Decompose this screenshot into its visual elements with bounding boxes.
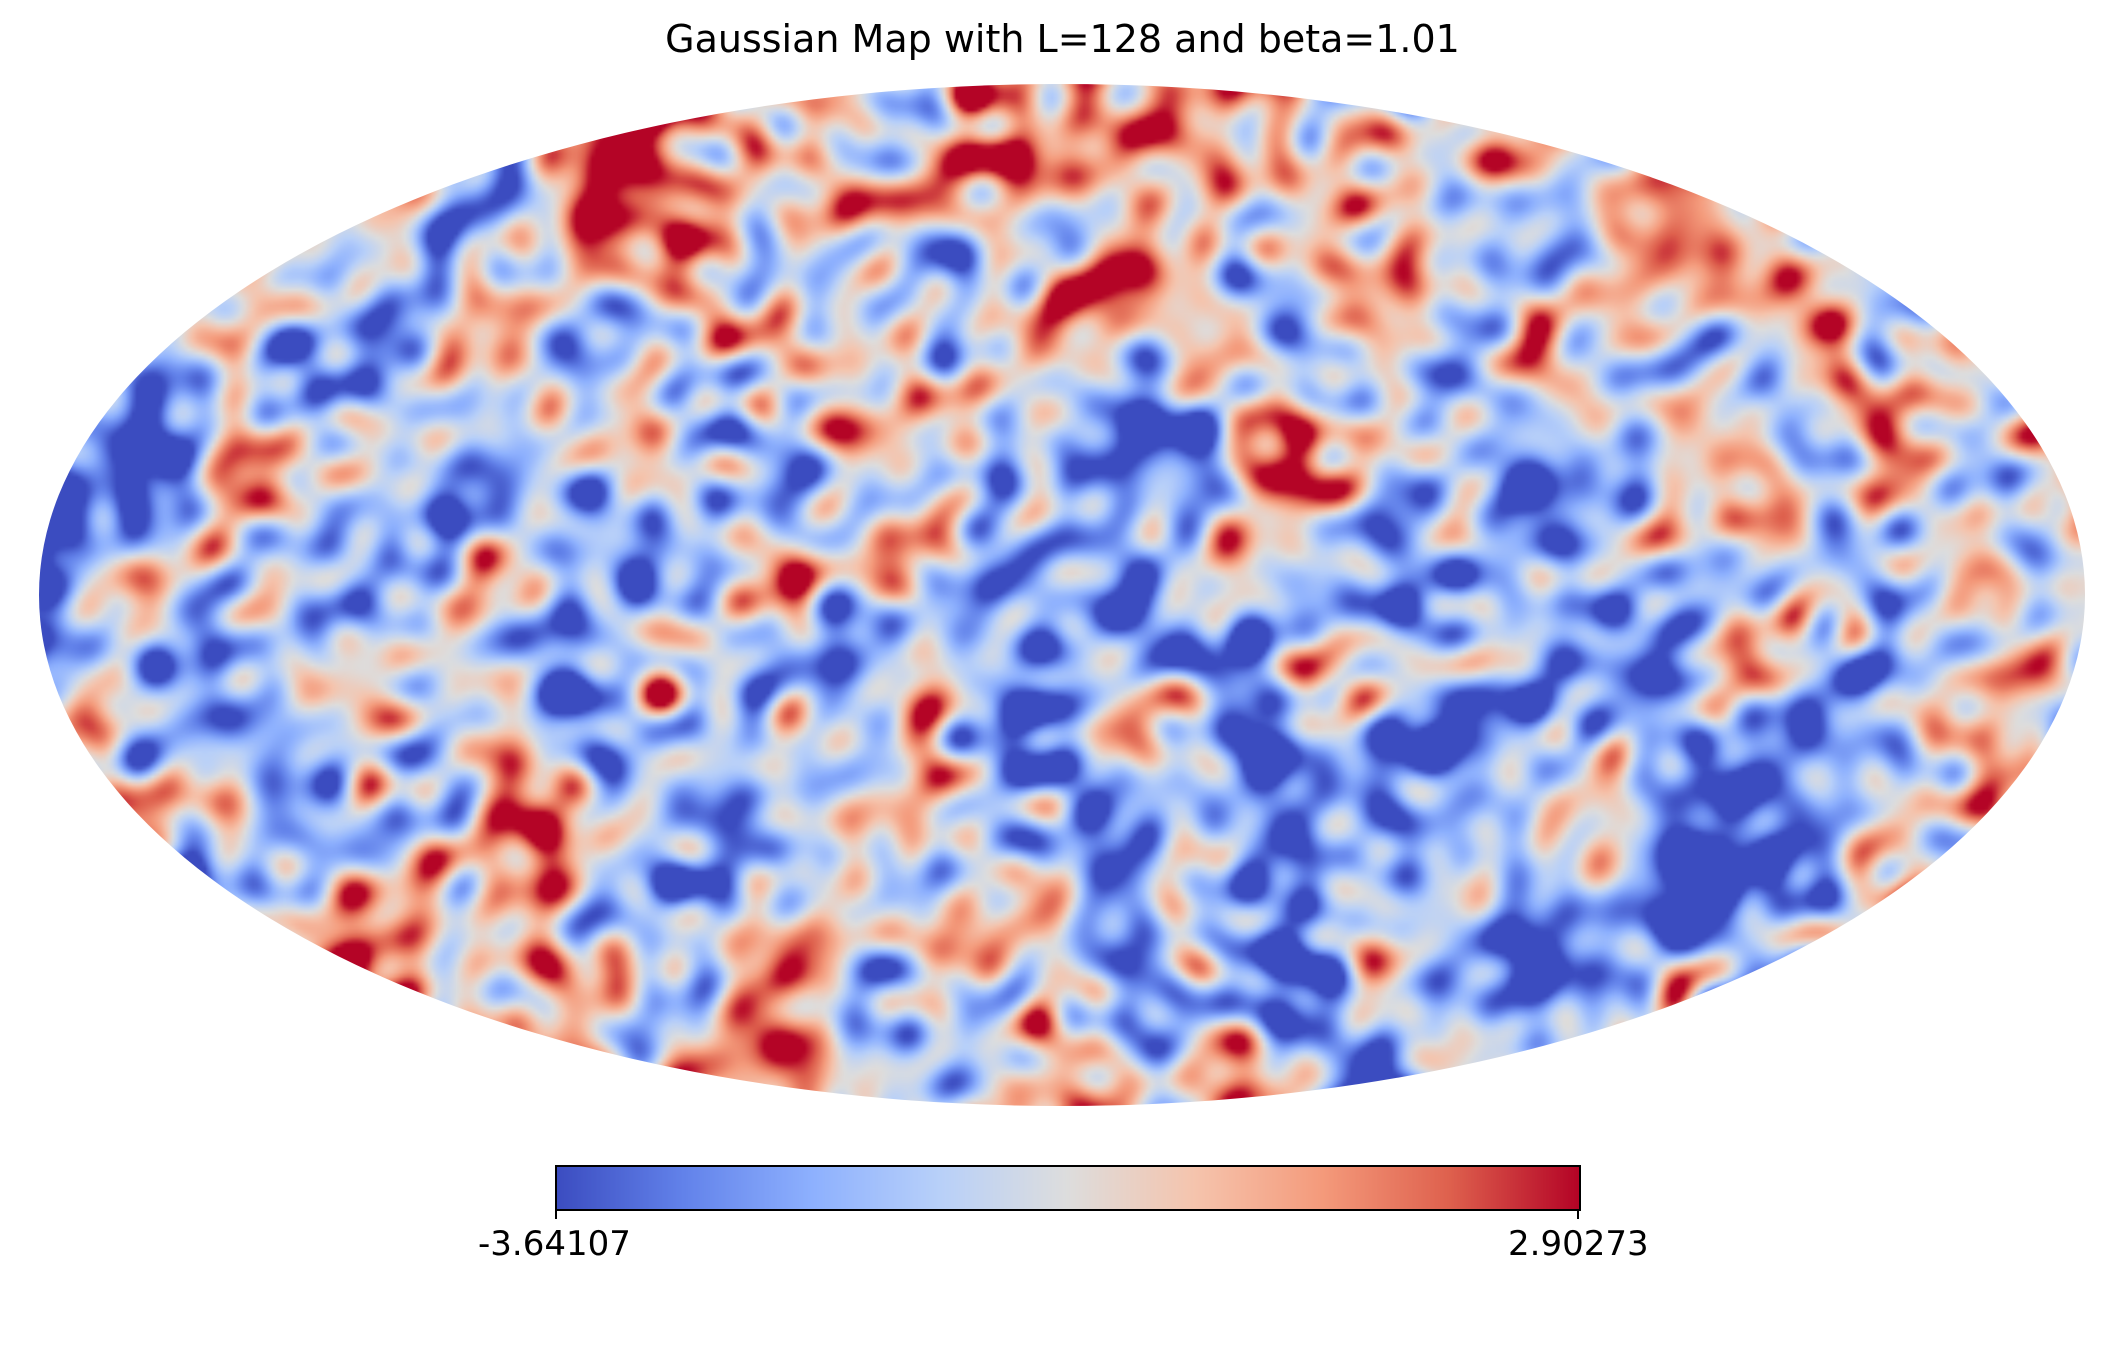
chart-title: Gaussian Map with L=128 and beta=1.01 bbox=[665, 17, 1460, 61]
colorbar-gradient bbox=[555, 1165, 1579, 1209]
colorbar-min-label: -3.64107 bbox=[478, 1224, 631, 1264]
colorbar-min-tick bbox=[555, 1209, 557, 1219]
colorbar bbox=[555, 1165, 1581, 1211]
colorbar-max-label: 2.90273 bbox=[1508, 1224, 1649, 1264]
sky-map-pixels bbox=[39, 84, 2085, 1106]
colorbar-max-tick bbox=[1577, 1209, 1579, 1219]
